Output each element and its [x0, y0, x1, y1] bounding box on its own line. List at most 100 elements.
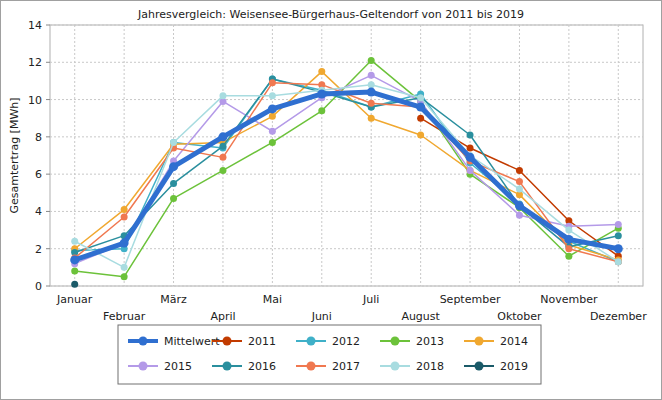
tick-label: 14 — [28, 19, 42, 32]
grid-line — [321, 25, 322, 286]
series-point — [219, 167, 226, 174]
series-line — [75, 83, 619, 262]
series-point — [218, 132, 227, 141]
series-line — [75, 75, 619, 263]
tick-mark — [46, 62, 50, 63]
series-point — [120, 239, 129, 248]
category-label: Oktober — [497, 310, 542, 323]
legend-label: 2012 — [332, 335, 360, 348]
legend-swatch — [391, 337, 400, 346]
legend-swatch — [475, 337, 484, 346]
plot-area — [50, 25, 643, 286]
series-line — [75, 79, 619, 262]
category-label: Dezember — [590, 310, 647, 323]
grid-line — [50, 136, 643, 137]
legend-label: 2019 — [500, 360, 528, 373]
grid-line — [50, 25, 643, 26]
series-point — [368, 100, 375, 107]
series-point — [417, 104, 424, 111]
tick-mark — [46, 248, 50, 249]
grid-line — [50, 174, 643, 175]
grid-line — [420, 25, 421, 286]
tick-label: 6 — [35, 168, 42, 181]
title: Jahresvergleich: Weisensee-Bürgerhaus-Ge… — [137, 8, 524, 21]
series-point — [318, 68, 325, 75]
series-point — [417, 94, 424, 101]
series-point — [615, 258, 622, 265]
legend-swatch — [307, 362, 316, 371]
chart: Jahresvergleich: Weisensee-Bürgerhaus-Ge… — [0, 0, 662, 400]
grid-line — [519, 25, 520, 286]
tick-mark — [46, 211, 50, 212]
series-point — [565, 253, 572, 260]
series-line — [75, 85, 619, 268]
series-point — [615, 232, 622, 239]
tick-mark — [46, 286, 50, 287]
series-point — [614, 244, 623, 253]
category-label: Januar — [56, 293, 93, 306]
series-point — [466, 153, 475, 162]
series-point — [268, 104, 277, 113]
category-label: April — [210, 310, 235, 323]
category-label: Juli — [362, 293, 379, 306]
series-point — [615, 258, 622, 265]
series-point — [515, 201, 524, 210]
series-point — [219, 154, 226, 161]
series-point — [615, 258, 622, 265]
legend-label: 2016 — [248, 360, 276, 373]
legend-swatch — [391, 362, 400, 371]
series-point — [368, 72, 375, 79]
series-point — [269, 79, 276, 86]
tick-mark — [46, 99, 50, 100]
grid-line — [173, 25, 174, 286]
legend-swatch — [139, 337, 148, 346]
tick-mark — [46, 174, 50, 175]
legend-swatch — [223, 362, 232, 371]
frame — [1, 1, 662, 400]
series-point — [516, 167, 523, 174]
legend-swatch — [475, 362, 484, 371]
series-point — [368, 81, 375, 88]
series-point — [318, 107, 325, 114]
legend-label: Mittelwert — [164, 335, 220, 348]
grid-line — [50, 248, 643, 249]
series-point — [70, 255, 79, 264]
series-line — [75, 60, 619, 276]
legend — [118, 325, 541, 384]
category-label: August — [401, 310, 440, 323]
series-point — [564, 235, 573, 244]
series-point — [269, 139, 276, 146]
series-point — [170, 139, 177, 146]
series-point — [317, 89, 326, 98]
legend-label: 2015 — [164, 360, 192, 373]
series-point — [269, 92, 276, 99]
tick-label: 10 — [28, 94, 42, 107]
legend-swatch — [307, 337, 316, 346]
series-point — [565, 227, 572, 234]
series-point — [467, 131, 474, 138]
series-point — [219, 92, 226, 99]
series-point — [516, 178, 523, 185]
series-point — [467, 145, 474, 152]
series-line — [75, 92, 619, 260]
series-point — [368, 115, 375, 122]
series-point — [367, 88, 376, 97]
grid-line — [50, 62, 643, 63]
category-label: September — [440, 293, 501, 306]
grid-line — [371, 25, 372, 286]
legend-swatch — [139, 362, 148, 371]
series-point — [269, 128, 276, 135]
series-point — [269, 113, 276, 120]
series-point — [417, 94, 424, 101]
series-point — [516, 202, 523, 209]
series-point — [170, 139, 177, 146]
series-point — [71, 268, 78, 275]
series-point — [71, 238, 78, 245]
series-point — [467, 167, 474, 174]
tick-label: 0 — [35, 280, 42, 293]
legend-label: 2017 — [332, 360, 360, 373]
legend-label: 2018 — [416, 360, 444, 373]
axis-label: Gesamtertrag [MWh] — [8, 97, 21, 213]
grid-line — [50, 211, 643, 212]
series-point — [121, 240, 128, 247]
